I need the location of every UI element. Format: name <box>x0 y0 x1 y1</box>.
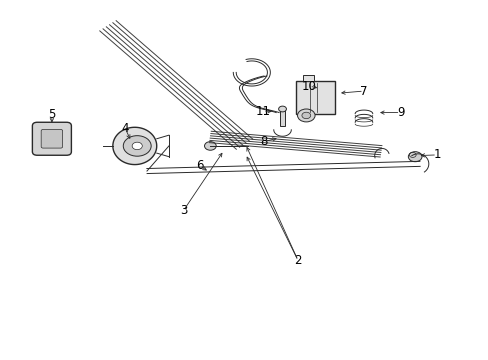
FancyBboxPatch shape <box>296 81 334 114</box>
Text: 10: 10 <box>301 80 316 93</box>
Text: 7: 7 <box>360 85 367 98</box>
Circle shape <box>123 136 151 156</box>
Text: 8: 8 <box>260 135 267 148</box>
Text: 4: 4 <box>121 122 128 135</box>
Circle shape <box>407 152 421 162</box>
FancyBboxPatch shape <box>32 122 71 155</box>
FancyBboxPatch shape <box>279 109 285 126</box>
FancyBboxPatch shape <box>302 75 313 81</box>
Text: 1: 1 <box>432 148 440 161</box>
Text: 6: 6 <box>196 159 203 172</box>
Circle shape <box>301 112 310 119</box>
Circle shape <box>204 141 216 150</box>
Text: 3: 3 <box>180 204 187 217</box>
Text: 5: 5 <box>48 108 56 121</box>
Circle shape <box>297 109 314 122</box>
Circle shape <box>278 106 286 112</box>
Circle shape <box>132 142 142 150</box>
Text: 11: 11 <box>255 105 270 118</box>
Text: 2: 2 <box>294 254 301 267</box>
Text: 9: 9 <box>396 106 404 119</box>
Polygon shape <box>113 127 157 165</box>
FancyBboxPatch shape <box>41 130 62 148</box>
